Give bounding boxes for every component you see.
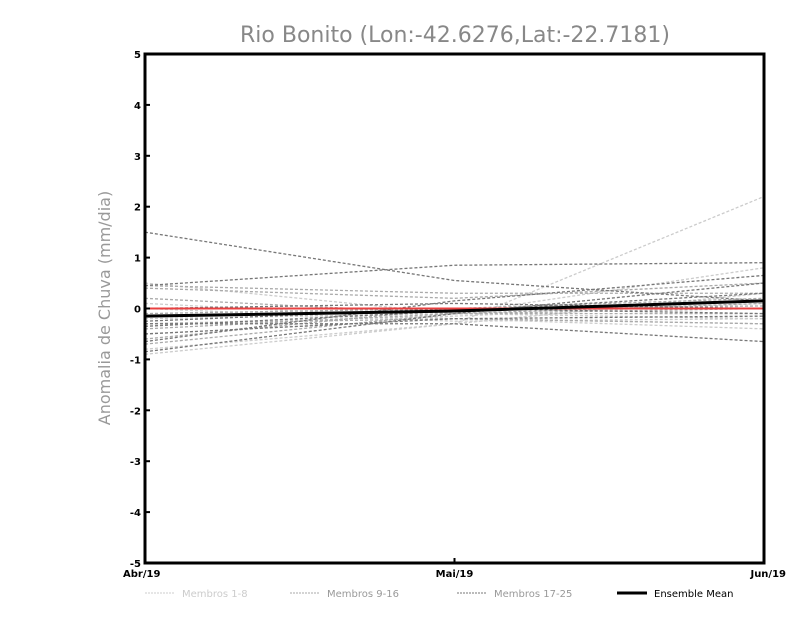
y-tick-label: 1	[134, 254, 141, 265]
member-line-2-8	[144, 284, 764, 294]
y-tick-label: -2	[130, 406, 141, 417]
member-line-3-5	[144, 282, 765, 353]
y-tick-label: 5	[134, 50, 141, 61]
member-line-3-4	[145, 323, 765, 343]
y-tick-label: 4	[134, 101, 141, 112]
y-tick-label: -3	[130, 457, 141, 468]
y-tick-label: -4	[130, 508, 141, 519]
member-line-1-1	[144, 195, 765, 355]
y-axis-label: Anomalia de Chuva (mm/dia)	[95, 191, 114, 425]
y-tick-label: -1	[130, 355, 141, 366]
member-line-1-5	[144, 302, 765, 330]
y-tick-label: 3	[134, 152, 141, 163]
member-line-2-4	[144, 297, 764, 315]
chart-title: Rio Bonito (Lon:-42.6276,Lat:-22.7181)	[240, 23, 670, 48]
y-tick-label: 2	[134, 203, 141, 214]
member-line-3-9	[144, 302, 765, 310]
legend-label: Membros 17-25	[494, 589, 572, 600]
member-line-3-3	[144, 274, 765, 343]
member-line-2-1	[144, 282, 765, 299]
y-tick-label: 0	[134, 305, 141, 316]
ensemble-mean-line	[144, 299, 765, 318]
member-line-3-1	[144, 231, 765, 302]
member-line-3-6	[144, 292, 765, 327]
member-line-2-2	[144, 307, 765, 330]
member-line-3-7	[144, 307, 765, 322]
member-line-3-8	[144, 315, 765, 335]
legend-label: Membros 9-16	[327, 589, 399, 600]
y-tick-label: -5	[130, 559, 141, 570]
legend-label: Ensemble Mean	[654, 589, 733, 600]
legend-label: Membros 1-8	[182, 589, 248, 600]
x-tick-label: Jun/19	[749, 569, 786, 580]
x-tick-label: Mai/19	[436, 569, 474, 580]
x-tick-label: Abr/19	[123, 569, 160, 580]
member-line-2-5	[144, 318, 765, 325]
member-line-3-2	[144, 262, 765, 287]
member-line-1-7	[144, 307, 765, 322]
